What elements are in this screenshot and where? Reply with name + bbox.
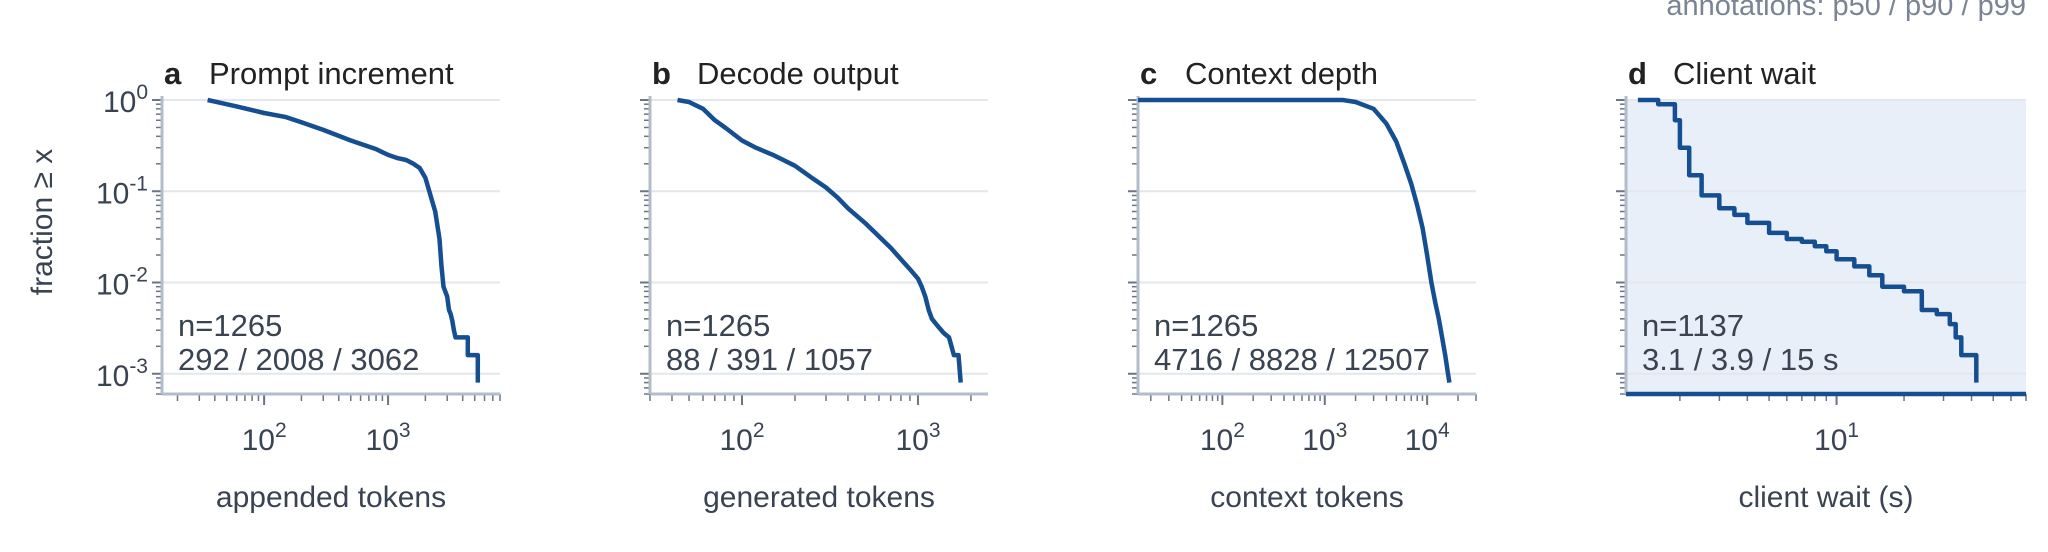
annotation-note: annotations: p50 / p90 / p99 <box>1666 0 2026 22</box>
y-tick-label: 100 <box>103 81 148 119</box>
panel-letter: c <box>1140 56 1157 91</box>
x-tick-label: 103 <box>1302 419 1347 457</box>
panel-title: Client wait <box>1673 56 1816 91</box>
stat-percentiles: 88 / 391 / 1057 <box>666 342 873 377</box>
stat-percentiles: 4716 / 8828 / 12507 <box>1154 342 1430 377</box>
stat-percentiles: 292 / 2008 / 3062 <box>178 342 419 377</box>
panel-letter: a <box>164 56 182 91</box>
stat-count: n=1137 <box>1642 308 1744 343</box>
y-tick-label: 10-1 <box>96 172 148 210</box>
x-tick-label: 103 <box>895 419 940 457</box>
panel-c: 102 103 104 c Context depth context tokens n=1… <box>1128 56 1477 514</box>
x-tick-label: 102 <box>1200 419 1245 457</box>
x-axis-label: appended tokens <box>216 481 446 514</box>
series-line <box>1637 97 1979 383</box>
series-line <box>1138 97 1452 383</box>
series-line <box>677 97 963 383</box>
panel-d: 101 d Client wait client wait (s) n=11373.1 … <box>1616 56 2027 514</box>
panel-a: 100 10-1 10-2 10-3 102 103 a Prompt increment ap… <box>96 56 501 514</box>
x-tick-label: 104 <box>1405 419 1450 457</box>
stat-count: n=1265 <box>178 308 282 343</box>
x-axis-label: generated tokens <box>703 481 935 514</box>
stat-percentiles: 3.1 / 3.9 / 15 s <box>1642 342 1838 377</box>
x-tick-label: 102 <box>719 419 764 457</box>
panels-group: 100 10-1 10-2 10-3 102 103 a Prompt increment ap… <box>96 56 2027 514</box>
y-tick-label: 10-2 <box>96 264 148 302</box>
stat-count: n=1265 <box>1154 308 1258 343</box>
x-tick-label: 103 <box>366 419 411 457</box>
y-tick-label: 10-3 <box>96 355 148 393</box>
panel-title: Decode output <box>697 56 899 91</box>
stat-count: n=1265 <box>666 308 770 343</box>
panel-title: Context depth <box>1185 56 1378 91</box>
shared-y-axis-label: fraction ≥ x <box>26 149 59 296</box>
panel-title: Prompt increment <box>209 56 454 91</box>
x-axis-label: client wait (s) <box>1738 481 1913 514</box>
panel-b: 102 103 b Decode output generated tokens n=12… <box>640 56 988 514</box>
panel-letter: d <box>1628 56 1647 91</box>
series-line <box>207 97 481 383</box>
x-tick-label: 101 <box>1814 419 1859 457</box>
x-tick-label: 102 <box>242 419 287 457</box>
panel-letter: b <box>652 56 671 91</box>
x-axis-label: context tokens <box>1210 481 1403 514</box>
